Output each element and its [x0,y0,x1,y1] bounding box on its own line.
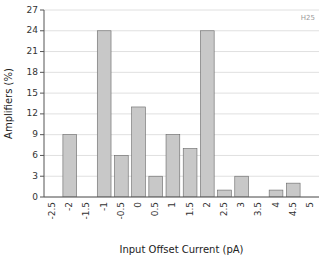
y-tick [40,93,44,94]
x-tick-label: -2 [64,202,74,211]
y-tick [40,10,44,11]
x-tick-label: 5 [305,202,315,208]
annotation: H25 [301,14,315,22]
x-tick-label: 3 [236,202,246,208]
y-tick-label: 12 [27,108,38,118]
y-axis-label: Amplifiers (%) [3,68,14,139]
grid-line [44,176,319,177]
bar [200,31,214,197]
y-axis-line [44,10,45,197]
y-tick-label: 15 [27,88,38,98]
y-tick-label: 9 [32,129,38,139]
bar [166,135,180,197]
y-tick-label: 27 [27,5,38,15]
x-tick-label: -0.5 [116,202,126,220]
x-tick-label: 4 [271,202,281,208]
grid-line [44,93,319,94]
y-tick [40,51,44,52]
bar [97,31,111,197]
x-tick-label: 3.5 [253,202,263,216]
bar [114,155,128,197]
grid-line [44,51,319,52]
bar [132,107,146,197]
bar [235,176,249,197]
y-tick-label: 6 [32,150,38,160]
y-tick [40,155,44,156]
x-axis-line [44,197,319,198]
bar [63,135,77,197]
y-tick [40,72,44,73]
x-tick-label: 0 [133,202,143,208]
chart-svg: 0369121518212427-2.5-2-1.5-1-0.500.511.5… [0,0,329,259]
x-axis: -2.5 -2 -1.5 -1 -0.5 0 0.5 1 1.5 2 2.5 3 3.5 4 4.5 5 [47,202,315,220]
y-grid [44,10,319,197]
bar [183,149,197,197]
bar [218,190,232,197]
x-tick-label: -1 [99,202,109,211]
grid-line [44,10,319,11]
x-tick-label: -2.5 [47,202,57,220]
grid-line [44,197,319,198]
y-tick [40,113,44,114]
y-tick-label: 18 [27,67,39,77]
chart-container: 0369121518212427-2.5-2-1.5-1-0.500.511.5… [0,0,329,259]
y-tick [40,134,44,135]
y-tick-label: 24 [27,25,39,35]
y-tick-label: 0 [32,192,38,202]
bar [149,176,163,197]
y-tick [40,197,44,198]
grid-line [44,155,319,156]
y-tick-label: 21 [27,46,38,56]
x-tick-label: 0.5 [150,202,160,216]
x-tick-label: -1.5 [81,202,91,220]
y-tick [40,176,44,177]
bar [286,183,300,197]
grid-line [44,30,319,31]
x-tick-label: 4.5 [288,202,298,216]
x-tick-label: 2 [202,202,212,208]
bars [63,31,300,197]
bar [269,190,283,197]
x-tick-label: 1.5 [185,202,195,216]
grid-line [44,134,319,135]
x-tick-label: 2.5 [219,202,229,216]
x-axis-label: Input Offset Current (pA) [119,244,243,255]
x-tick-label: 1 [167,202,177,208]
grid-line [44,72,319,73]
y-tick-label: 3 [32,171,38,181]
y-axis: 0 3 6 9 12 15 18 21 24 27 [27,5,44,202]
grid-line [44,113,319,114]
y-tick [40,30,44,31]
